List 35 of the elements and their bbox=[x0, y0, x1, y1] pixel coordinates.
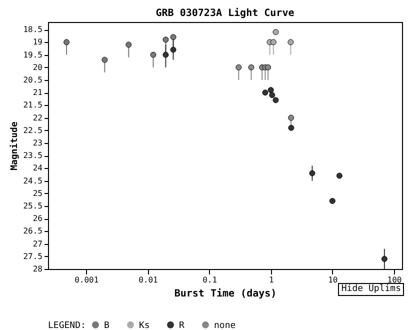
y-tick-label: 23 bbox=[32, 138, 43, 148]
y-tick-label: 24.5 bbox=[23, 176, 43, 186]
y-tick-label: 23.5 bbox=[23, 151, 43, 160]
x-axis-title: Burst Time (days) bbox=[174, 288, 277, 300]
x-tick-label: 100 bbox=[387, 276, 402, 284]
y-tick-label: 28 bbox=[32, 264, 43, 274]
y-tick-label: 27 bbox=[32, 239, 43, 248]
chart-title: GRB 030723A Light Curve bbox=[156, 7, 294, 19]
legend-label: Ks bbox=[139, 320, 150, 330]
legend-label: R bbox=[179, 320, 185, 330]
y-tick-label: 21.5 bbox=[23, 100, 43, 110]
legend-label: none bbox=[214, 320, 236, 330]
y-axis-title: Magnitude bbox=[9, 121, 20, 170]
x-tick-label: 10 bbox=[328, 276, 338, 284]
y-tick-label: 19 bbox=[32, 38, 43, 47]
y-tick-label: 20 bbox=[32, 62, 43, 72]
x-tick-label: 0.001 bbox=[74, 276, 99, 284]
x-tick-label: 1 bbox=[268, 276, 274, 284]
y-tick-label: 26.5 bbox=[23, 226, 43, 236]
hide-uplims-button[interactable]: Hide Uplims bbox=[338, 283, 404, 296]
y-tick-label: 20.5 bbox=[23, 75, 43, 84]
legend-title: LEGEND: bbox=[48, 321, 86, 330]
y-tick-label: 19.5 bbox=[23, 50, 43, 60]
y-tick-label: 25.5 bbox=[23, 201, 43, 210]
y-tick-label: 27.5 bbox=[23, 252, 43, 261]
y-tick-label: 21 bbox=[32, 88, 43, 98]
x-tick-label: 0.01 bbox=[138, 276, 158, 284]
y-tick-label: 22 bbox=[32, 113, 43, 122]
x-tick-label: 0.1 bbox=[202, 276, 218, 284]
y-tick-label: 22.5 bbox=[23, 126, 43, 135]
legend-label: B bbox=[104, 320, 110, 330]
y-tick-label: 24 bbox=[32, 164, 43, 173]
y-tick-label: 25 bbox=[32, 188, 43, 198]
y-tick-label: 18.5 bbox=[23, 25, 43, 34]
y-tick-label: 26 bbox=[32, 214, 43, 224]
